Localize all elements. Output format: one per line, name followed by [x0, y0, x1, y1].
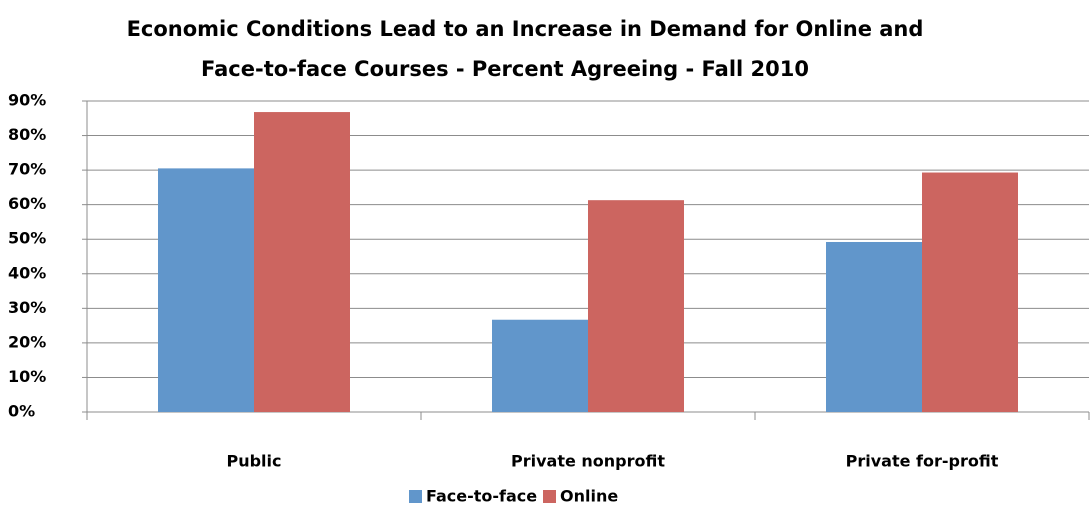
bar	[588, 200, 684, 412]
y-tick-label: 70%	[8, 160, 46, 179]
bar	[922, 172, 1018, 412]
y-tick-label: 0%	[8, 402, 35, 421]
legend-label: Face-to-face	[426, 487, 537, 506]
y-tick-label: 90%	[8, 91, 46, 110]
bar	[158, 168, 254, 412]
x-tick-label: Private for-profit	[846, 452, 999, 471]
y-tick-label: 40%	[8, 263, 46, 282]
y-tick-label: 10%	[8, 367, 46, 386]
y-tick-label: 50%	[8, 229, 46, 248]
x-tick-label: Public	[226, 452, 281, 471]
x-tick-label: Private nonprofit	[511, 452, 665, 471]
y-tick-label: 30%	[8, 298, 46, 317]
bar	[826, 241, 922, 412]
legend-swatch	[543, 490, 556, 503]
bar	[492, 319, 588, 412]
y-tick-label: 20%	[8, 332, 46, 351]
chart-title: Economic Conditions Lead to an Increase …	[127, 17, 924, 41]
y-tick-label: 80%	[8, 125, 46, 144]
chart-title: Face-to-face Courses - Percent Agreeing …	[201, 57, 809, 81]
legend-swatch	[409, 490, 422, 503]
y-tick-label: 60%	[8, 194, 46, 213]
legend-label: Online	[560, 487, 618, 506]
bar	[254, 112, 350, 413]
